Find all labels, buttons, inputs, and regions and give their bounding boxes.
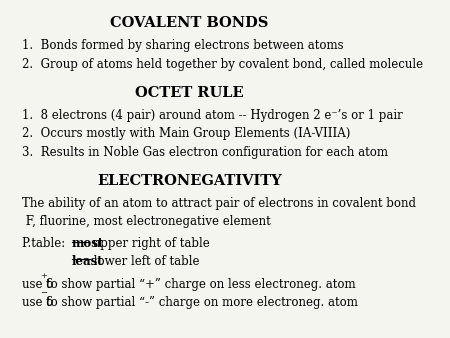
Text: upper right of table: upper right of table <box>89 237 210 250</box>
Text: to show partial “+” charge on less electroneg. atom: to show partial “+” charge on less elect… <box>46 278 356 291</box>
Text: F, fluorine, most electronegative element: F, fluorine, most electronegative elemen… <box>22 215 271 227</box>
Text: most: most <box>72 237 104 250</box>
Text: P.table:: P.table: <box>22 237 73 250</box>
Text: 2.  Group of atoms held together by covalent bond, called molecule: 2. Group of atoms held together by coval… <box>22 58 423 71</box>
Text: to show partial “-” charge on more electroneg. atom: to show partial “-” charge on more elect… <box>46 296 358 309</box>
Text: 1.  8 electrons (4 pair) around atom -- Hydrogen 2 e⁻’s or 1 pair: 1. 8 electrons (4 pair) around atom -- H… <box>22 109 403 122</box>
Text: use δ: use δ <box>22 278 54 291</box>
Text: COVALENT BONDS: COVALENT BONDS <box>110 17 268 30</box>
Text: +: + <box>40 271 47 280</box>
Text: use δ: use δ <box>22 296 54 309</box>
Text: −: − <box>40 289 47 297</box>
Text: 3.  Results in Noble Gas electron configuration for each atom: 3. Results in Noble Gas electron configu… <box>22 146 388 159</box>
Text: lower left of table: lower left of table <box>90 255 200 268</box>
Text: OCTET RULE: OCTET RULE <box>135 86 243 100</box>
Text: least: least <box>72 255 104 268</box>
Text: ELECTRONEGATIVITY: ELECTRONEGATIVITY <box>97 174 282 188</box>
Text: 2.  Occurs mostly with Main Group Elements (IA-VIIIA): 2. Occurs mostly with Main Group Element… <box>22 127 351 140</box>
Text: 1.  Bonds formed by sharing electrons between atoms: 1. Bonds formed by sharing electrons bet… <box>22 39 344 52</box>
Text: The ability of an atom to attract pair of electrons in covalent bond: The ability of an atom to attract pair o… <box>22 197 416 210</box>
